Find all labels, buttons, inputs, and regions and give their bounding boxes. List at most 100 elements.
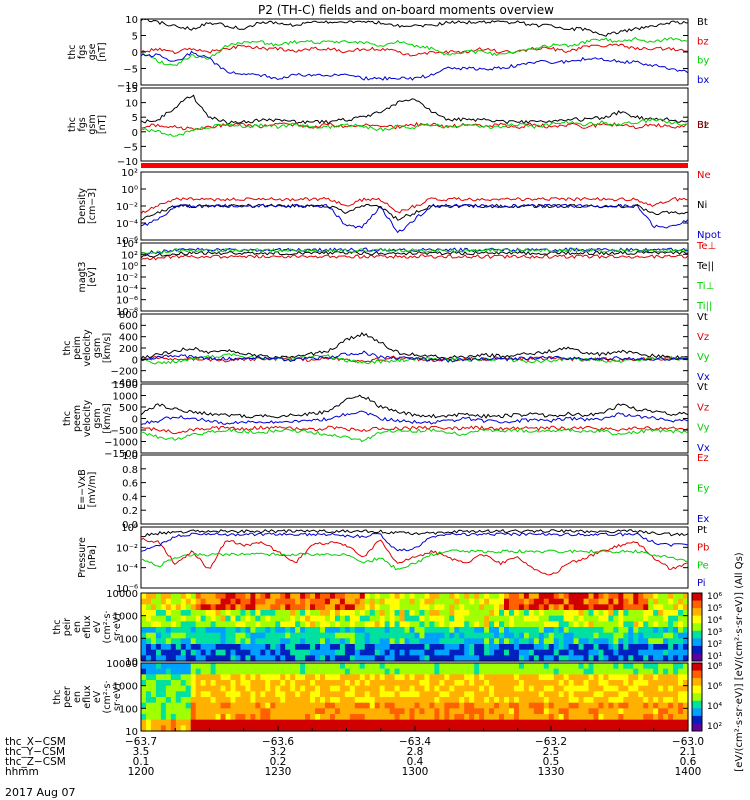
spectrogram-cell — [310, 604, 316, 611]
spectrogram-cell — [494, 644, 500, 651]
spectrogram-cell — [315, 697, 321, 704]
spectrogram-cell — [643, 691, 649, 698]
spectrogram-cell — [623, 644, 629, 651]
spectrogram-cell — [628, 598, 634, 605]
spectrogram-cell — [479, 598, 485, 605]
spectrogram-cell — [588, 632, 595, 639]
spectrogram-cell — [504, 668, 510, 675]
spectrogram-cell — [678, 615, 684, 622]
y-axis-label-line: en — [72, 691, 83, 703]
spectrogram-cell — [195, 668, 202, 675]
spectrogram-cell — [683, 691, 689, 698]
spectrogram-cell — [553, 598, 560, 605]
spectrogram-cell — [300, 632, 306, 639]
spectrogram-cell — [170, 649, 177, 656]
spectrogram-cell — [260, 610, 266, 617]
spectrogram-cell — [145, 697, 152, 704]
colorbar-tick-label: 10¹ — [707, 652, 722, 662]
spectrogram-cell — [513, 691, 520, 698]
spectrogram-cell — [275, 610, 281, 617]
spectrogram-cell — [583, 621, 590, 628]
spectrogram-cell — [593, 598, 600, 605]
spectrogram-cell — [578, 708, 585, 715]
spectrogram-cell — [414, 697, 421, 704]
spectrogram-cell — [668, 719, 674, 726]
spectrogram-cell — [583, 638, 590, 645]
spectrogram-cell — [424, 697, 431, 704]
legend-Ey: Ey — [697, 484, 709, 495]
y-axis-label: thc peir en eflux eV (cm²·s· sr·eV) — [52, 611, 123, 644]
spectrogram-cell — [548, 649, 555, 656]
spectrogram-cell — [613, 685, 619, 692]
spectrogram-cell — [324, 644, 331, 651]
spectrogram-cell — [290, 627, 296, 634]
spectrogram-cell — [354, 680, 361, 687]
spectrogram-cell — [409, 610, 416, 617]
spectrogram-cell — [563, 691, 570, 698]
spectrogram-cell — [180, 663, 187, 670]
spectrogram-cell — [663, 719, 669, 726]
spectrogram-cell — [528, 674, 535, 681]
y-tick-label: 10⁻² — [116, 202, 138, 213]
spectrogram-cell — [494, 627, 500, 634]
spectrogram-cell — [623, 663, 629, 670]
spectrogram-cell — [658, 649, 664, 656]
spectrogram-cell — [469, 702, 475, 709]
spectrogram-cell — [155, 598, 162, 605]
spectrogram-cell — [379, 638, 386, 645]
spectrogram-cell — [558, 685, 565, 692]
spectrogram-cell — [190, 708, 197, 715]
spectrogram-cell — [320, 632, 326, 639]
spectrogram-cell — [275, 621, 281, 628]
spectrogram-cell — [230, 644, 237, 651]
x-row-value: 0.4 — [407, 756, 424, 768]
spectrogram-cell — [454, 644, 460, 651]
y-tick-label: 200 — [119, 344, 138, 355]
spectrogram-cell — [220, 691, 227, 698]
spectrogram-cell — [464, 725, 470, 732]
spectrogram-cell — [200, 691, 207, 698]
spectrogram-cell — [389, 638, 396, 645]
spectrogram-cell — [155, 697, 162, 704]
spectrogram-cell — [489, 668, 495, 675]
spectrogram-cell — [344, 604, 351, 611]
spectrogram-cell — [175, 655, 182, 662]
y-axis-label-line: thc — [67, 117, 78, 132]
spectrogram-cell — [190, 685, 197, 692]
spectrogram-cell — [424, 632, 431, 639]
y-axis-label: thc peer en eflux eV (cm²·s· sr·eV) — [52, 681, 123, 714]
spectrogram-cell — [658, 644, 664, 651]
spectrogram-cell — [623, 632, 629, 639]
spectrogram-cell — [598, 644, 605, 651]
series-Vz — [140, 425, 689, 435]
colorbar-tick-label: 10⁴ — [707, 616, 722, 626]
spectrogram-cell — [339, 593, 346, 600]
spectrogram-cell — [170, 697, 177, 704]
spectrogram-cell — [499, 685, 505, 692]
spectrogram-cell — [419, 685, 426, 692]
spectrogram-cell — [170, 610, 177, 617]
spectrogram-cell — [230, 638, 237, 645]
spectrogram-cell — [439, 644, 445, 651]
spectrogram-cell — [160, 725, 167, 732]
spectrogram-cell — [523, 649, 530, 656]
spectrogram-cell — [354, 593, 361, 600]
spectrogram-cell — [608, 604, 615, 611]
spectrogram-cell — [598, 685, 605, 692]
y-axis-label-line: peem — [72, 405, 83, 432]
spectrogram-cell — [553, 655, 560, 662]
spectrogram-cell — [648, 632, 654, 639]
spectrogram-cell — [384, 668, 391, 675]
spectrogram-cell — [235, 621, 242, 628]
spectrogram-cell — [593, 644, 600, 651]
spectrogram-cell — [548, 627, 555, 634]
spectrogram-cell — [484, 685, 490, 692]
series-Pe — [140, 549, 689, 571]
spectrogram-cell — [444, 621, 450, 628]
spectrogram-cell — [145, 714, 152, 721]
spectrogram-cell — [180, 702, 187, 709]
spectrogram-cell — [459, 644, 465, 651]
spectrogram-cell — [538, 649, 545, 656]
spectrogram-cell — [379, 668, 386, 675]
spectrogram-cell — [573, 725, 580, 732]
